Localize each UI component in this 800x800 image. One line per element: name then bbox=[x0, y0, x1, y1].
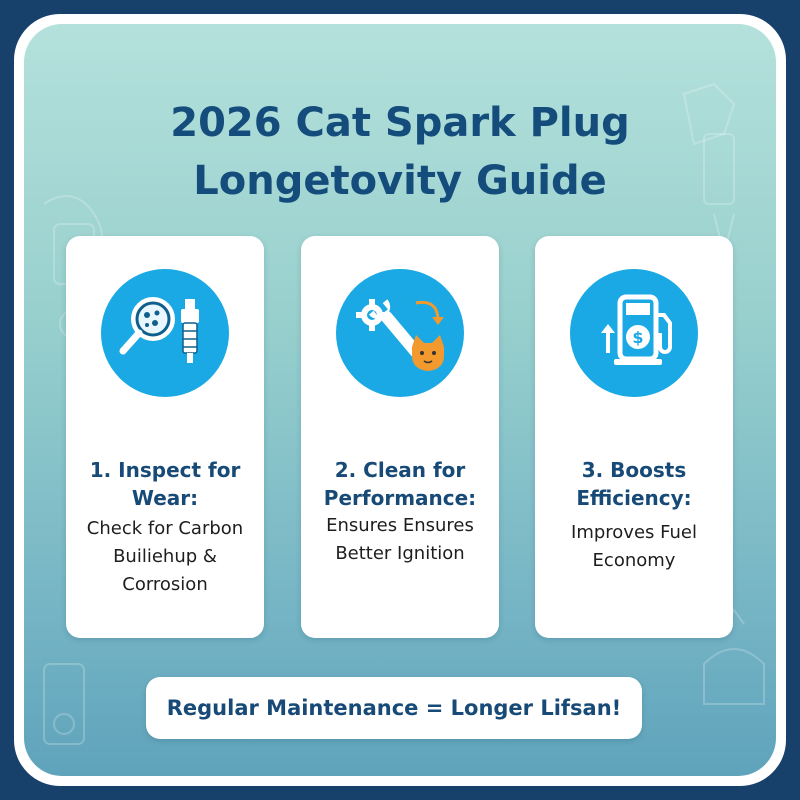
card-title: 2. Clean for Performance: bbox=[307, 456, 493, 512]
card-title: 1. Inspect for Wear: bbox=[72, 456, 258, 512]
card-body-line: Builiehup & bbox=[113, 546, 217, 567]
card-clean: 2. Clean for Performance: Ensures Ensure… bbox=[301, 236, 499, 638]
card-title-line-2: Efficiency: bbox=[576, 486, 692, 510]
card-body-line: Check for Carbon bbox=[86, 518, 244, 539]
fuel-pump-dollar-icon: $ bbox=[570, 269, 698, 397]
card-description: Check for Carbon Builiehup & Corrosion bbox=[72, 515, 258, 599]
maintenance-banner: Regular Maintenance = Longer Lifsan! bbox=[146, 677, 642, 739]
gear-wrench-cat-icon bbox=[336, 269, 464, 397]
card-title-line-1: 2. Clean for bbox=[334, 458, 466, 482]
title-line-2: Longetovity Guide bbox=[193, 158, 607, 204]
card-title: 3. Boosts Efficiency: bbox=[541, 456, 727, 512]
card-body-line: Corrosion bbox=[122, 574, 208, 595]
card-body-line: Improves Fuel bbox=[571, 522, 697, 543]
page-title: 2026 Cat Spark Plug Longetovity Guide bbox=[24, 94, 776, 210]
card-inspect: 1. Inspect for Wear: Check for Carbon Bu… bbox=[66, 236, 264, 638]
card-title-line-2: Performance: bbox=[323, 486, 477, 510]
card-body-line: Better Ignition bbox=[335, 543, 465, 564]
card-title-line-2: Wear: bbox=[131, 486, 199, 510]
card-description: Ensures Ensures Better Ignition bbox=[307, 512, 493, 568]
svg-text:$: $ bbox=[632, 328, 643, 347]
card-title-line-1: 1. Inspect for bbox=[89, 458, 241, 482]
card-body-line: Economy bbox=[592, 550, 676, 571]
card-description: Improves Fuel Economy bbox=[541, 519, 727, 575]
card-body-line: Ensures Ensures bbox=[326, 515, 474, 536]
card-title-line-1: 3. Boosts bbox=[581, 458, 687, 482]
magnifier-spark-plug-icon bbox=[101, 269, 229, 397]
card-efficiency: $ 3. Boosts Efficiency: Improves Fuel Ec… bbox=[535, 236, 733, 638]
title-line-1: 2026 Cat Spark Plug bbox=[170, 100, 630, 146]
guide-panel: 2026 Cat Spark Plug Longetovity Guide bbox=[24, 24, 776, 776]
